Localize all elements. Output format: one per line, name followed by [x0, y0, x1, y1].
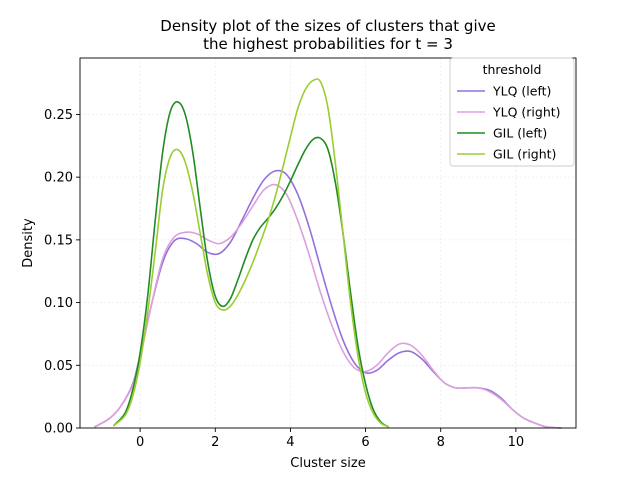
series-line-gil-right — [113, 78, 389, 428]
legend-entries: YLQ (left) YLQ (right) GIL (left) GIL (righ… — [457, 84, 561, 162]
legend: threshold YLQ (left) YLQ (right) GIL (left… — [449, 57, 575, 167]
y-tick-label: 0.25 — [44, 108, 73, 123]
x-axis-label: Cluster size — [290, 456, 365, 471]
y-axis-ticks: 0.00 0.05 0.10 0.15 0.20 0.25 — [44, 108, 80, 437]
chart-title-line-2: the highest probabilities for t = 3 — [203, 35, 453, 53]
x-tick-label: 8 — [437, 435, 445, 450]
x-tick-label: 6 — [361, 435, 369, 450]
y-axis-label: Density — [21, 218, 36, 268]
x-tick-label: 10 — [508, 435, 525, 450]
x-tick-label: 0 — [136, 435, 144, 450]
y-tick-label: 0.20 — [44, 171, 73, 186]
x-axis-ticks: 0 2 4 6 8 10 — [136, 428, 524, 450]
y-tick-label: 0.15 — [44, 233, 73, 248]
legend-label: GIL (right) — [493, 147, 556, 162]
plot-series — [94, 78, 562, 429]
y-tick-label: 0.10 — [44, 296, 73, 311]
legend-label: YLQ (right) — [492, 105, 561, 120]
legend-box — [449, 57, 575, 167]
chart-title-line-1: Density plot of the sizes of clusters th… — [160, 17, 495, 35]
legend-title: threshold — [483, 62, 542, 77]
legend-label: YLQ (left) — [492, 84, 551, 99]
legend-label: GIL (left) — [493, 126, 547, 141]
plot-frame — [79, 57, 577, 429]
x-tick-label: 4 — [286, 435, 294, 450]
x-tick-label: 2 — [211, 435, 219, 450]
series-line-ylq-right — [94, 183, 562, 429]
y-tick-label: 0.05 — [44, 359, 73, 374]
y-tick-label: 0.00 — [44, 422, 73, 437]
